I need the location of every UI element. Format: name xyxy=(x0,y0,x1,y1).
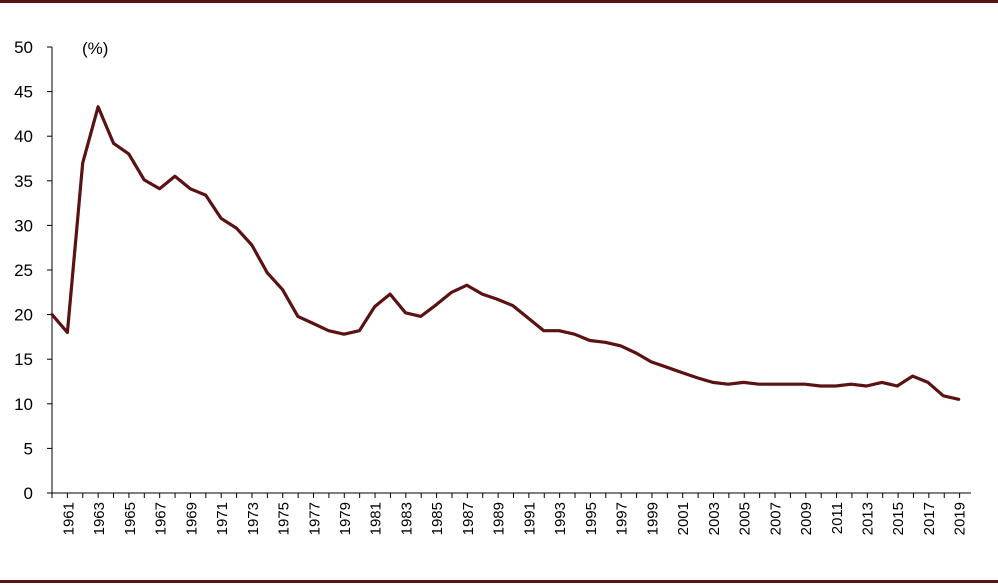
unit-label: (%) xyxy=(82,39,108,58)
x-tick-label: 2011 xyxy=(829,502,846,534)
y-tick-label: 40 xyxy=(14,127,33,146)
x-tick-label: 1975 xyxy=(276,502,293,535)
x-tick-label: 1973 xyxy=(245,502,262,535)
x-tick-label: 2001 xyxy=(675,502,692,535)
x-tick-label: 1971 xyxy=(214,502,231,535)
x-tick-label: 1997 xyxy=(614,502,631,535)
x-tick-label: 2005 xyxy=(737,502,754,535)
y-tick-label: 5 xyxy=(24,439,33,458)
x-tick-label: 1999 xyxy=(644,502,661,535)
top-rule xyxy=(0,0,998,3)
x-tick-label: 1977 xyxy=(306,502,323,535)
x-tick-label: 2013 xyxy=(859,502,876,535)
x-tick-label: 1981 xyxy=(368,502,385,535)
y-axis: 0 5 10 15 20 25 30 35 40 45 50 xyxy=(14,38,53,503)
x-tick-label: 1991 xyxy=(521,502,538,535)
x-tick-label: 1995 xyxy=(583,502,600,535)
x-tick-label: 1989 xyxy=(491,502,508,535)
x-tick-label: 1967 xyxy=(153,502,170,535)
x-tick-label: 2007 xyxy=(767,502,784,535)
y-tick-label: 50 xyxy=(14,38,33,57)
x-tick-label: 1987 xyxy=(460,502,477,535)
x-tick-label: 1983 xyxy=(398,502,415,535)
y-tick-label: 45 xyxy=(14,83,33,102)
y-tick-label: 0 xyxy=(24,484,33,503)
series-line xyxy=(50,105,961,401)
x-tick-label: 1979 xyxy=(337,502,354,535)
x-tick-label: 1969 xyxy=(183,502,200,535)
y-tick-label: 15 xyxy=(14,350,33,369)
x-tick-label: 2017 xyxy=(921,502,938,535)
x-axis: 1961 1963 1965 1967 1969 1971 1973 1975 1977 1979… xyxy=(51,492,971,535)
x-tick-label: 1965 xyxy=(122,502,139,535)
bottom-rule xyxy=(0,580,998,583)
series-group xyxy=(50,105,961,401)
y-tick-label: 10 xyxy=(14,395,33,414)
x-tick-label: 1985 xyxy=(429,502,446,535)
x-tick-label: 2015 xyxy=(890,502,907,535)
y-tick-label: 20 xyxy=(14,306,33,325)
x-tick-label: 1961 xyxy=(60,502,77,535)
x-tick-label: 2009 xyxy=(798,502,815,535)
x-tick-label: 1963 xyxy=(91,502,108,535)
y-tick-label: 35 xyxy=(14,172,33,191)
y-tick-label: 25 xyxy=(14,261,33,280)
x-tick-label: 2003 xyxy=(706,502,723,535)
y-tick-label: 30 xyxy=(14,216,33,235)
x-tick-label: 2019 xyxy=(952,502,969,535)
x-tick-label: 1993 xyxy=(552,502,569,535)
